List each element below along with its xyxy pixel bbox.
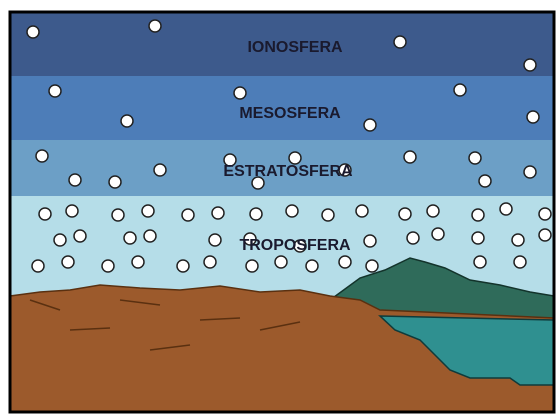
- particle: [524, 166, 536, 178]
- particle: [121, 115, 133, 127]
- particle: [27, 26, 39, 38]
- particle: [182, 209, 194, 221]
- particle: [62, 256, 74, 268]
- particle: [102, 260, 114, 272]
- particle: [394, 36, 406, 48]
- particle: [32, 260, 44, 272]
- particle: [250, 208, 262, 220]
- layer-label: TROPOSFERA: [239, 237, 351, 254]
- particle: [154, 164, 166, 176]
- particle: [454, 84, 466, 96]
- particle: [404, 151, 416, 163]
- particle: [246, 260, 258, 272]
- particle: [479, 175, 491, 187]
- particle: [514, 256, 526, 268]
- particle: [39, 208, 51, 220]
- particle: [289, 152, 301, 164]
- particle: [469, 152, 481, 164]
- particle: [49, 85, 61, 97]
- particle: [356, 205, 368, 217]
- particle: [364, 119, 376, 131]
- particle: [364, 235, 376, 247]
- particle: [500, 203, 512, 215]
- layer-label: MESOSFERA: [239, 105, 341, 122]
- particle: [306, 260, 318, 272]
- particle: [407, 232, 419, 244]
- particle: [234, 87, 246, 99]
- particle: [36, 150, 48, 162]
- particle: [74, 230, 86, 242]
- particle: [69, 174, 81, 186]
- particle: [142, 205, 154, 217]
- particle: [177, 260, 189, 272]
- particle: [204, 256, 216, 268]
- particle: [322, 209, 334, 221]
- particle: [54, 234, 66, 246]
- particle: [66, 205, 78, 217]
- particle: [474, 256, 486, 268]
- particle: [539, 208, 551, 220]
- particle: [339, 256, 351, 268]
- particle: [472, 209, 484, 221]
- particle: [209, 234, 221, 246]
- layer-label: IONOSFERA: [247, 39, 343, 56]
- layer-label: ESTRATOSFERA: [223, 163, 353, 180]
- atmosphere-diagram: IONOSFERA MESOSFERA ESTRATOSFERA TROPOSF…: [0, 0, 556, 414]
- particle: [524, 59, 536, 71]
- particle: [399, 208, 411, 220]
- particle: [527, 111, 539, 123]
- particle: [286, 205, 298, 217]
- particle: [472, 232, 484, 244]
- particle: [275, 256, 287, 268]
- particle: [366, 260, 378, 272]
- particle: [539, 229, 551, 241]
- particle: [109, 176, 121, 188]
- page: {"layers": [ {"label": "IONOSFERA"}, {"l…: [0, 0, 556, 414]
- particle: [144, 230, 156, 242]
- particle: [112, 209, 124, 221]
- particle: [132, 256, 144, 268]
- particle: [432, 228, 444, 240]
- particle: [427, 205, 439, 217]
- particle: [149, 20, 161, 32]
- particle: [124, 232, 136, 244]
- particle: [512, 234, 524, 246]
- particle: [212, 207, 224, 219]
